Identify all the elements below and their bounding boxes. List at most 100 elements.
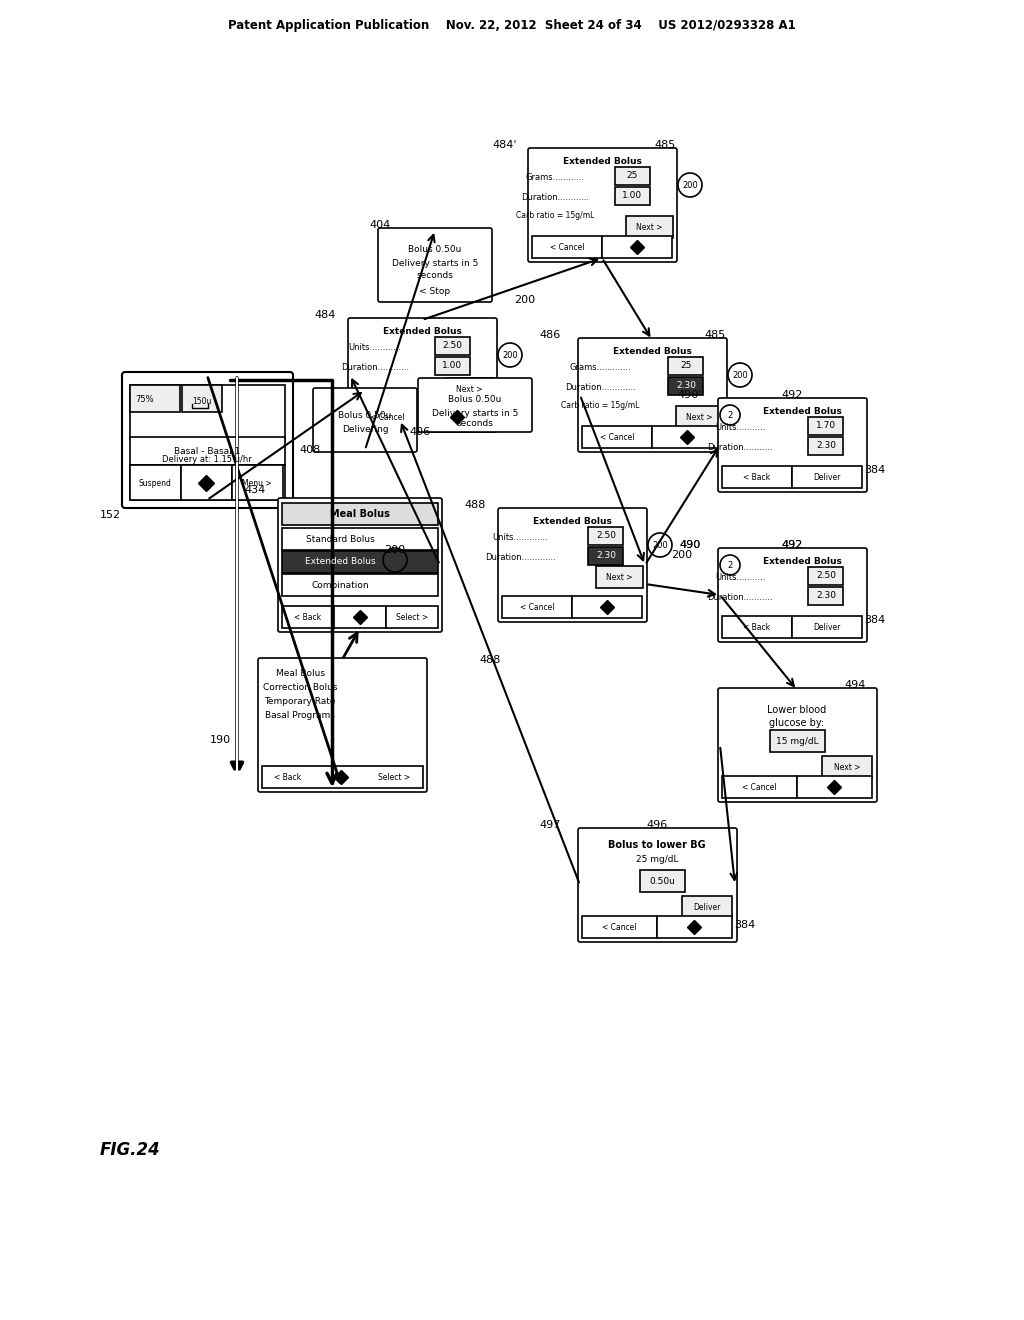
FancyBboxPatch shape — [718, 688, 877, 803]
Text: Correction Bolus: Correction Bolus — [263, 684, 337, 693]
Bar — [668, 356, 703, 375]
Text: < Cancel: < Cancel — [520, 602, 554, 611]
Bar — [282, 574, 438, 597]
FancyBboxPatch shape — [122, 372, 293, 508]
FancyBboxPatch shape — [378, 228, 492, 302]
Text: Temporary Rate: Temporary Rate — [264, 697, 336, 706]
Text: Standard Bolus: Standard Bolus — [305, 535, 375, 544]
Text: Menu >: Menu > — [243, 479, 271, 487]
Text: 494: 494 — [845, 680, 865, 690]
Text: 384: 384 — [734, 920, 756, 931]
FancyBboxPatch shape — [578, 338, 727, 451]
Bar — [596, 566, 643, 587]
Bar — [572, 597, 642, 618]
Text: Units............: Units............ — [348, 343, 401, 352]
Bar — [130, 465, 285, 500]
Text: 488: 488 — [464, 500, 485, 510]
Text: 492: 492 — [781, 540, 803, 550]
Text: 490: 490 — [679, 540, 700, 550]
Text: Duration...........: Duration........... — [708, 444, 773, 453]
Text: 2: 2 — [727, 561, 732, 569]
Text: Units...........: Units........... — [715, 424, 765, 433]
Bar — [808, 568, 843, 585]
Text: Bolus 0.50u: Bolus 0.50u — [338, 411, 392, 420]
Bar — [602, 236, 672, 257]
Bar — [792, 616, 862, 638]
Bar — [130, 385, 285, 440]
Bar — [282, 503, 438, 525]
Bar — [232, 465, 283, 500]
Bar — [652, 426, 722, 447]
Text: Extended Bolus: Extended Bolus — [383, 327, 462, 337]
Text: seconds: seconds — [457, 418, 494, 428]
Text: 2.30: 2.30 — [596, 552, 616, 561]
Text: 2.50: 2.50 — [816, 572, 836, 581]
Text: Delivery at: 1.15 u/hr: Delivery at: 1.15 u/hr — [162, 455, 252, 465]
Bar — [657, 916, 732, 939]
Bar — [352, 407, 422, 428]
Text: 490: 490 — [679, 540, 700, 550]
Text: 25: 25 — [627, 172, 638, 181]
Bar — [435, 337, 470, 355]
Text: 485: 485 — [705, 330, 726, 341]
Text: < Back: < Back — [274, 772, 301, 781]
Bar — [130, 437, 285, 465]
Text: Meal Bolus: Meal Bolus — [275, 669, 325, 678]
Text: < Cancel: < Cancel — [370, 412, 404, 421]
Bar — [182, 385, 222, 412]
Text: 2.30: 2.30 — [816, 591, 836, 601]
Bar — [334, 606, 386, 628]
Bar — [130, 465, 181, 500]
Bar — [282, 528, 438, 550]
Bar — [640, 870, 685, 892]
Text: 404: 404 — [370, 220, 390, 230]
Text: 200: 200 — [682, 181, 698, 190]
Text: Patent Application Publication    Nov. 22, 2012  Sheet 24 of 34    US 2012/02933: Patent Application Publication Nov. 22, … — [228, 18, 796, 32]
Bar — [282, 606, 334, 628]
Text: Delivery starts in 5: Delivery starts in 5 — [432, 408, 518, 417]
Text: 497: 497 — [540, 820, 561, 830]
Text: Carb ratio = 15g/mL: Carb ratio = 15g/mL — [516, 210, 594, 219]
Text: 2.50: 2.50 — [596, 532, 616, 540]
Bar — [282, 550, 438, 573]
Text: Meal Bolus: Meal Bolus — [330, 510, 390, 519]
Bar — [386, 606, 438, 628]
Bar — [797, 776, 872, 799]
Text: 485: 485 — [654, 140, 676, 150]
Text: Duration............: Duration............ — [521, 194, 589, 202]
Bar — [808, 417, 843, 436]
Text: Extended Bolus: Extended Bolus — [532, 517, 611, 527]
Text: Units.............: Units............. — [493, 533, 548, 543]
Bar — [262, 766, 423, 788]
Text: Next >: Next > — [606, 573, 632, 582]
Bar — [822, 756, 872, 777]
Bar — [615, 168, 650, 185]
FancyBboxPatch shape — [258, 657, 427, 792]
Bar — [722, 616, 792, 638]
Text: Bolus 0.50u: Bolus 0.50u — [409, 246, 462, 255]
Bar — [582, 426, 652, 447]
Text: Next >: Next > — [686, 412, 713, 421]
Text: 492: 492 — [781, 540, 803, 550]
Text: 1.00: 1.00 — [622, 191, 642, 201]
Text: < Back: < Back — [743, 623, 771, 631]
Text: Duration.............: Duration............. — [564, 384, 635, 392]
Text: Next >: Next > — [834, 763, 860, 771]
Text: 200: 200 — [672, 550, 692, 560]
Text: Deliver: Deliver — [813, 623, 841, 631]
Text: 200: 200 — [514, 294, 536, 305]
Text: 408: 408 — [299, 445, 321, 455]
Text: Extended Bolus: Extended Bolus — [763, 557, 842, 566]
Text: glucose by:: glucose by: — [769, 718, 824, 729]
Bar — [181, 465, 232, 500]
Text: Duration.............: Duration............. — [484, 553, 555, 562]
FancyBboxPatch shape — [418, 378, 532, 432]
Text: Bolus 0.50u: Bolus 0.50u — [449, 396, 502, 404]
Text: 1.00: 1.00 — [442, 362, 462, 371]
Text: 25 mg/dL: 25 mg/dL — [636, 855, 678, 865]
Text: Basal - Basal 1: Basal - Basal 1 — [174, 446, 241, 455]
Bar — [808, 437, 843, 455]
Text: 2: 2 — [727, 411, 732, 420]
Text: 200: 200 — [652, 540, 668, 549]
Bar — [446, 378, 493, 400]
